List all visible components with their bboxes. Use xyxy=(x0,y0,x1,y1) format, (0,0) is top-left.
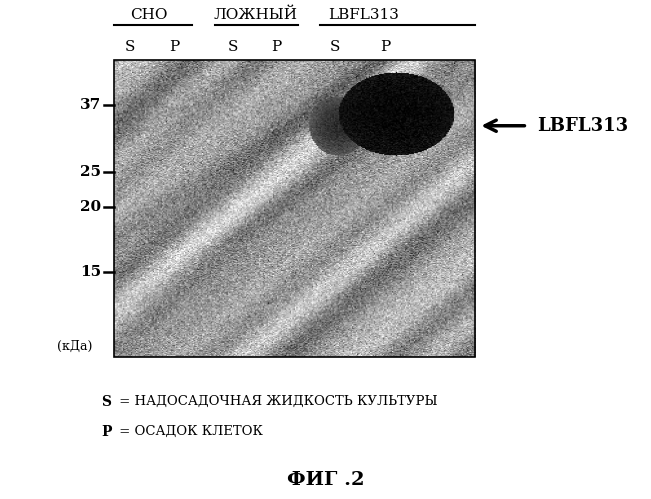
Text: LBFL313: LBFL313 xyxy=(328,8,398,22)
Bar xyxy=(114,60,475,357)
Text: (кДа): (кДа) xyxy=(57,340,92,353)
Text: 25: 25 xyxy=(80,165,101,179)
Text: P: P xyxy=(169,40,180,54)
Text: = ОСАДОК КЛЕТОК: = ОСАДОК КЛЕТОК xyxy=(115,425,263,438)
Text: 20: 20 xyxy=(80,200,101,214)
Text: S: S xyxy=(329,40,340,54)
Text: ЛОЖНЫЙ: ЛОЖНЫЙ xyxy=(213,8,298,22)
Text: P: P xyxy=(271,40,282,54)
Text: 15: 15 xyxy=(80,265,101,279)
Text: S: S xyxy=(101,395,111,409)
Text: 37: 37 xyxy=(79,98,101,112)
Text: ФИГ .2: ФИГ .2 xyxy=(286,471,365,489)
Text: = НАДОСАДОЧНАЯ ЖИДКОСТЬ КУЛЬТУРЫ: = НАДОСАДОЧНАЯ ЖИДКОСТЬ КУЛЬТУРЫ xyxy=(115,395,438,408)
Text: LBFL313: LBFL313 xyxy=(537,117,628,135)
Text: P: P xyxy=(101,425,111,439)
Text: S: S xyxy=(125,40,135,54)
Text: CHO: CHO xyxy=(130,8,167,22)
Text: S: S xyxy=(228,40,238,54)
Text: P: P xyxy=(380,40,391,54)
